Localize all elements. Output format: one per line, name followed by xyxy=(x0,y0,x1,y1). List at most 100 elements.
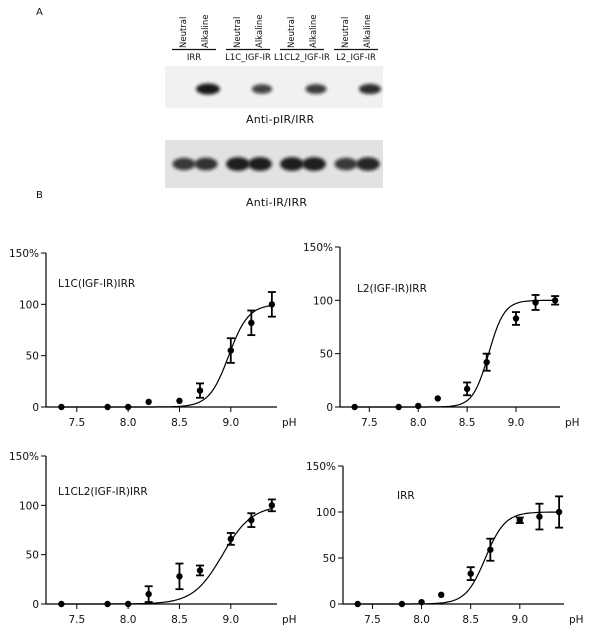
data-point xyxy=(227,347,234,354)
chart-2: 0 50 100 150% 7.5 8.0 8.5 9.0 pH L2(IGF-IR)IRR xyxy=(303,242,580,429)
lane-label: Neutral xyxy=(233,17,243,48)
x-tick-label: 9.0 xyxy=(222,614,239,626)
data-point xyxy=(398,600,406,608)
data-point xyxy=(58,600,65,608)
x-tick-label: 9.0 xyxy=(508,417,525,429)
x-tick-label: 7.5 xyxy=(68,417,85,429)
data-point xyxy=(415,402,422,410)
data-point xyxy=(516,517,523,524)
x-tick-label: 7.5 xyxy=(361,417,378,429)
x-axis-label: pH xyxy=(565,417,580,429)
lane-label: Alkaline xyxy=(201,15,211,49)
chart-3: 0 50 100 150% 7.5 8.0 8.5 9.0 pH L1CL2(IGF-IR)IRR xyxy=(9,451,297,626)
fit-curve xyxy=(61,508,273,605)
x-tick-label: 8.5 xyxy=(459,417,476,429)
x-tick-label: 8.0 xyxy=(410,417,427,429)
chart-1: 0 50 100 150% 7.5 8.0 8.5 9.0 pH L1C(IGF-IR)IRR xyxy=(9,248,297,429)
blot2-band xyxy=(194,157,218,171)
x-axis-label: pH xyxy=(282,614,297,626)
blot2-band xyxy=(334,157,358,171)
x-tick-label: 8.5 xyxy=(462,614,479,626)
data-point xyxy=(555,508,563,516)
data-point xyxy=(248,516,255,524)
x-tick-label: 7.5 xyxy=(364,614,381,626)
fit-curve xyxy=(61,305,272,408)
data-point xyxy=(196,567,204,574)
fit-curve xyxy=(357,511,560,605)
y-tick-label: 100 xyxy=(316,507,336,519)
lane-label: Alkaline xyxy=(309,15,319,49)
data-point xyxy=(551,297,559,304)
blot1-band xyxy=(196,83,220,95)
data-point xyxy=(176,573,183,580)
lane-label: Neutral xyxy=(179,17,189,48)
blot2-band xyxy=(172,157,196,171)
y-tick-label: 0 xyxy=(329,599,336,611)
x-tick-label: 7.5 xyxy=(68,614,85,626)
data-point xyxy=(248,319,255,327)
data-point xyxy=(434,395,441,402)
x-axis-label: pH xyxy=(569,614,584,626)
panel-b-letter: B xyxy=(36,190,43,201)
data-point xyxy=(176,397,183,405)
lane-label: Neutral xyxy=(341,17,351,48)
blot2-band xyxy=(356,157,380,171)
group-label: L1CL2_IGF-IR xyxy=(274,53,330,63)
y-tick-label: 100 xyxy=(19,299,39,311)
y-tick-label: 50 xyxy=(323,553,336,565)
y-tick-label: 50 xyxy=(26,351,39,363)
x-tick-label: 8.0 xyxy=(413,614,430,626)
chart-4: 0 50 100 150% 7.5 8.0 8.5 9.0 pH IRR xyxy=(306,461,584,626)
data-point xyxy=(351,403,358,411)
x-tick-label: 8.0 xyxy=(120,614,137,626)
y-tick-label: 50 xyxy=(26,550,39,562)
lane-label: Neutral xyxy=(287,17,297,48)
data-point xyxy=(487,546,494,553)
chart-title: L1C(IGF-IR)IRR xyxy=(58,278,135,290)
data-point xyxy=(438,591,445,598)
fit-curve xyxy=(354,299,556,408)
lane-label: Alkaline xyxy=(255,15,265,49)
data-point xyxy=(145,398,152,406)
lane-label: Alkaline xyxy=(363,15,373,49)
panel-a-letter: A xyxy=(36,7,43,18)
y-tick-label: 0 xyxy=(326,402,333,414)
data-point xyxy=(104,403,111,411)
data-point xyxy=(124,600,132,608)
x-tick-label: 9.0 xyxy=(222,417,239,429)
y-tick-label: 100 xyxy=(313,295,333,307)
data-point xyxy=(145,590,152,598)
y-tick-label: 150% xyxy=(9,451,39,463)
group-label: L1C_IGF-IR xyxy=(225,53,271,63)
data-point xyxy=(196,387,204,394)
x-tick-label: 8.5 xyxy=(171,614,188,626)
blot1-band xyxy=(358,83,382,95)
data-point xyxy=(463,385,471,393)
data-point xyxy=(532,299,539,306)
data-point xyxy=(58,403,65,411)
chart-title: L2(IGF-IR)IRR xyxy=(357,283,427,295)
group-label: L2_IGF-IR xyxy=(336,53,376,63)
y-tick-label: 0 xyxy=(32,402,39,414)
x-tick-label: 9.0 xyxy=(511,614,528,626)
blot2-band xyxy=(280,157,304,171)
anti-ir-irr-label: Anti-IR/IRR xyxy=(246,196,308,209)
data-point xyxy=(467,570,474,577)
x-tick-label: 8.0 xyxy=(120,417,137,429)
data-point xyxy=(512,315,520,322)
data-point xyxy=(536,513,543,520)
data-point xyxy=(483,359,490,366)
chart-title: IRR xyxy=(397,490,415,502)
blot2-band xyxy=(302,157,326,171)
data-point xyxy=(104,600,111,608)
x-axis-label: pH xyxy=(282,417,297,429)
y-tick-label: 0 xyxy=(32,599,39,611)
western-blot-panel: Neutral Alkaline Neutral Alkaline Neutral Alk… xyxy=(165,15,383,188)
group-label: IRR xyxy=(187,53,201,63)
data-point xyxy=(268,301,276,308)
y-tick-label: 50 xyxy=(320,349,333,361)
chart-title: L1CL2(IGF-IR)IRR xyxy=(58,486,148,498)
data-point xyxy=(124,403,132,411)
y-tick-label: 150% xyxy=(306,461,336,473)
